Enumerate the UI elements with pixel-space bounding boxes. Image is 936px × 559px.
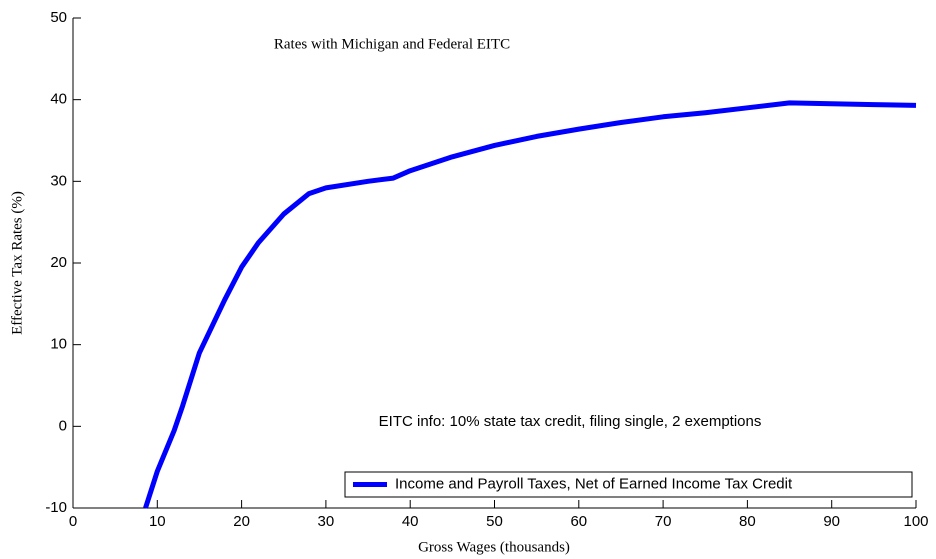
- x-tick-label: 40: [402, 513, 419, 530]
- legend-box: [344, 471, 913, 498]
- y-tick-label: 50: [50, 9, 67, 26]
- x-tick-label: 30: [318, 513, 335, 530]
- x-tick-label: 10: [149, 513, 166, 530]
- chart-title: Rates with Michigan and Federal EITC: [274, 36, 510, 52]
- x-tick-label: 90: [823, 513, 840, 530]
- y-tick-label: 30: [50, 172, 67, 189]
- y-tick-label: 40: [50, 91, 67, 108]
- y-tick-label: 20: [50, 254, 67, 271]
- x-tick-label: 80: [739, 513, 756, 530]
- data-line: [143, 100, 917, 509]
- x-tick-label: 20: [233, 513, 250, 530]
- legend-label: Income and Payroll Taxes, Net of Earned …: [395, 475, 793, 492]
- y-tick-label: 0: [59, 417, 67, 434]
- x-tick-label: 50: [486, 513, 503, 530]
- x-tick-label: 100: [903, 513, 928, 530]
- x-axis-label: Gross Wages (thousands): [418, 539, 570, 555]
- annotation: EITC info: 10% state tax credit, filing …: [379, 413, 762, 430]
- x-tick-label: 60: [570, 513, 587, 530]
- y-tick-label: -10: [45, 499, 67, 516]
- x-tick-label: 0: [69, 513, 77, 530]
- x-tick-label: 70: [655, 513, 672, 530]
- y-axis-label: Effective Tax Rates (%): [9, 191, 25, 335]
- y-tick-label: 10: [50, 336, 67, 353]
